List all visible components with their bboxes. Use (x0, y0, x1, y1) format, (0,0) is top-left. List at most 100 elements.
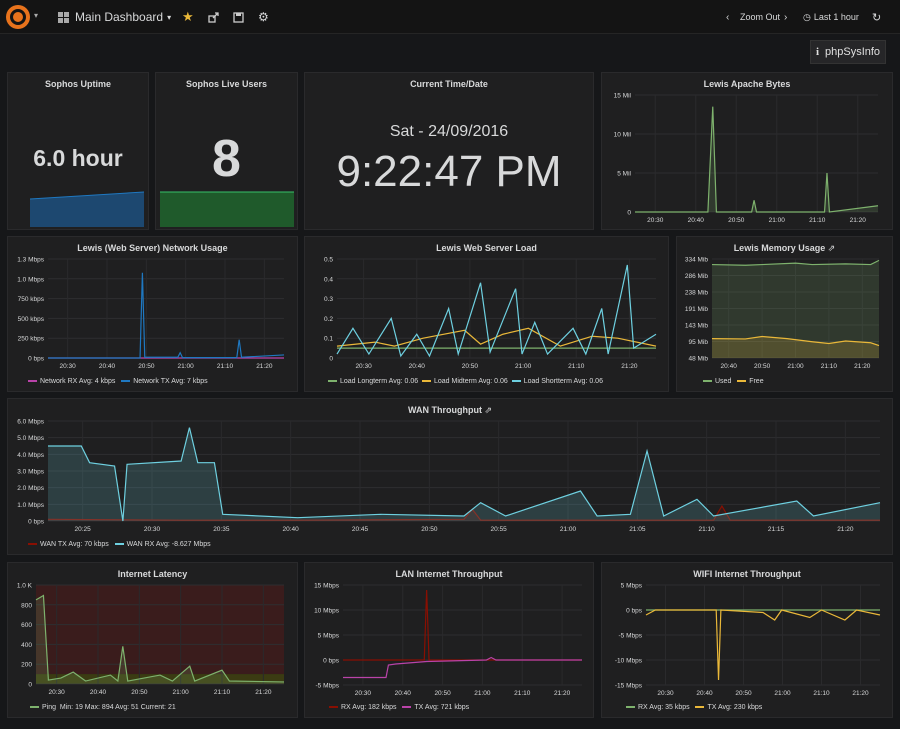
threshold-band-warning (36, 674, 284, 684)
y-tick-label: -5 Mbps (316, 683, 340, 690)
zoom-forward-button[interactable]: › (784, 0, 787, 34)
network-usage-chart: 1.3 Mbps 1.0 Mbps 750 kbps 500 kbps 250 kbps… (17, 257, 285, 370)
time-range-picker[interactable]: ◷ Last 1 hour (803, 0, 859, 34)
y-tick-label: 0 (28, 682, 32, 689)
grafana-logo-icon[interactable] (6, 5, 30, 29)
panel-title: Sophos Live Users (185, 79, 268, 89)
legend-item[interactable]: TX Avg: 721 kbps (402, 704, 469, 711)
series-area (48, 427, 880, 521)
zoom-out-label: Zoom Out (740, 12, 781, 22)
panel-title: Lewis (Web Server) Network Usage (77, 243, 228, 253)
series-line-load-midterm (336, 327, 657, 347)
x-tick-label: 20:50 (462, 363, 479, 370)
x-tick-label: 20:50 (131, 689, 148, 696)
panel-title: Sophos Uptime (44, 79, 111, 89)
x-tick-label: 20:40 (409, 363, 426, 370)
legend-item[interactable]: TX Avg: 230 kbps (695, 704, 762, 711)
y-tick-label: 6.0 Mbps (17, 419, 44, 426)
legend-item[interactable]: Load Shortterm Avg: 0.06 (511, 378, 603, 385)
latency-chart: 1.0 K 800 600 400 200 0 20:30 20:40 20:50 21:00 21… (17, 583, 285, 696)
legend-item[interactable]: RX Avg: 35 kbps (626, 704, 690, 711)
x-tick-label: 21:05 (629, 526, 646, 533)
chevron-down-icon[interactable]: ▾ (34, 11, 39, 20)
legend-item[interactable]: RX Avg: 182 kbps (329, 704, 397, 711)
panel-memory-usage: Lewis Memory Usage ⇗ 334 Mib 286 Mib 238 M… (676, 236, 893, 392)
time-range-label: Last 1 hour (813, 12, 859, 22)
save-icon[interactable] (233, 0, 244, 34)
legend-item[interactable]: Free (737, 378, 764, 385)
legend-item[interactable]: WAN TX Avg: 70 kbps (28, 541, 109, 548)
star-icon[interactable]: ★ (182, 9, 194, 24)
x-tick-label: 21:10 (217, 363, 234, 370)
x-tick-label: 20:30 (49, 689, 66, 696)
y-tick-label: 250 kbps (18, 336, 45, 343)
panel-internet-latency: Internet Latency 1.0 K 800 600 400 200 0 20:30… (7, 562, 298, 718)
y-tick-label: 1.0 K (17, 583, 33, 590)
legend-item[interactable]: Load Midterm Avg: 0.06 (422, 378, 508, 385)
panel-lan-throughput: LAN Internet Throughput 15 Mbps 10 Mbps 5 … (304, 562, 594, 718)
panel-title: Current Time/Date (410, 79, 488, 89)
external-link-icon[interactable]: ⇗ (827, 243, 836, 253)
x-tick-label: 20:30 (355, 690, 372, 697)
legend-item[interactable]: Used (703, 378, 731, 385)
chart-legend: Ping Min: 19 Max: 894 Avg: 51 Current: 2… (30, 704, 176, 711)
y-tick-label: 5 Mil (617, 171, 631, 178)
x-tick-label: 21:10 (214, 689, 231, 696)
legend-item[interactable]: Network RX Avg: 4 kbps (28, 378, 115, 385)
legend-item[interactable]: Network TX Avg: 7 kbps (121, 378, 208, 385)
x-tick-label: 21:20 (850, 217, 867, 224)
x-tick-label: 21:00 (787, 363, 804, 370)
lan-throughput-chart: 15 Mbps 10 Mbps 5 Mbps 0 bps -5 Mbps 20:30 20:… (314, 583, 582, 697)
y-tick-label: 15 Mbps (314, 583, 340, 590)
dashboard-picker[interactable]: Main Dashboard ▾ (58, 0, 171, 34)
phpsysinfo-link[interactable]: i phpSysInfo (810, 40, 886, 64)
legend-item[interactable]: WAN RX Avg: -8.627 Mbps (114, 541, 211, 548)
x-tick-label: 21:00 (769, 217, 786, 224)
y-tick-label: 200 (21, 662, 32, 669)
y-tick-label: 5 Mbps (318, 633, 340, 640)
y-tick-label: 1.3 Mbps (17, 257, 44, 264)
x-tick-label: 21:20 (837, 526, 854, 533)
memory-usage-chart: 334 Mib 286 Mib 238 Mib 191 Mib 143 Mib 95 Mi… (685, 257, 880, 370)
x-tick-label: 21:00 (515, 363, 532, 370)
y-tick-label: 0.2 (324, 316, 333, 323)
y-tick-label: 238 Mib (685, 290, 709, 297)
x-tick-label: 20:50 (138, 363, 155, 370)
series-line-tx (645, 609, 881, 681)
zoom-back-button[interactable]: ‹ (726, 0, 729, 34)
external-link-icon[interactable]: ⇗ (484, 405, 493, 415)
refresh-icon[interactable]: ↻ (872, 11, 882, 24)
x-tick-label: 20:50 (754, 363, 771, 370)
x-tick-label: 20:25 (75, 526, 92, 533)
panel-network-usage: Lewis (Web Server) Network Usage 1.3 Mbp… (7, 236, 298, 392)
zoom-out-button[interactable]: Zoom Out (740, 0, 780, 34)
y-tick-label: -5 Mbps (619, 633, 643, 640)
y-tick-label: -15 Mbps (615, 683, 643, 690)
share-icon[interactable] (208, 0, 219, 34)
x-tick-label: 20:30 (657, 690, 674, 697)
server-load-chart: 0.5 0.4 0.3 0.2 0.1 0 20:30 20:40 20:50 21:00 21:1… (324, 257, 657, 370)
y-tick-label: 10 Mbps (314, 608, 340, 615)
panel-current-time: Current Time/Date Sat - 24/09/2016 9:22:… (304, 72, 594, 230)
chart-legend: RX Avg: 182 kbps TX Avg: 721 kbps (329, 704, 469, 711)
series-line-series-0 (635, 106, 879, 213)
x-tick-label: 20:40 (696, 690, 713, 697)
x-tick-label: 20:30 (144, 526, 161, 533)
y-tick-label: 0.3 (324, 296, 333, 303)
panel-wifi-throughput: WIFI Internet Throughput 5 Mbps 0 bps -5 M… (601, 562, 893, 718)
panel-sophos-uptime: Sophos Uptime 6.0 hour (7, 72, 149, 230)
series-line-wan-tx (47, 504, 880, 521)
chart-legend: WAN TX Avg: 70 kbps WAN RX Avg: -8.627 M… (28, 541, 211, 548)
wifi-throughput-chart: 5 Mbps 0 bps -5 Mbps -10 Mbps -15 Mbps 20:30 2… (615, 583, 881, 697)
x-tick-label: 20:35 (213, 526, 230, 533)
legend-item[interactable]: Load Longterm Avg: 0.06 (328, 378, 418, 385)
y-tick-label: 0 bps (323, 658, 340, 665)
panel-sophos-live-users: Sophos Live Users 8 (155, 72, 298, 230)
panel-title: WIFI Internet Throughput (693, 569, 801, 579)
settings-gear-icon[interactable]: ⚙ (258, 10, 269, 24)
legend-item[interactable]: Ping Min: 19 Max: 894 Avg: 51 Current: 2… (30, 704, 176, 711)
x-tick-label: 21:10 (514, 690, 531, 697)
y-tick-label: 143 Mib (685, 323, 709, 330)
x-tick-label: 20:50 (434, 690, 451, 697)
x-tick-label: 21:20 (256, 363, 273, 370)
